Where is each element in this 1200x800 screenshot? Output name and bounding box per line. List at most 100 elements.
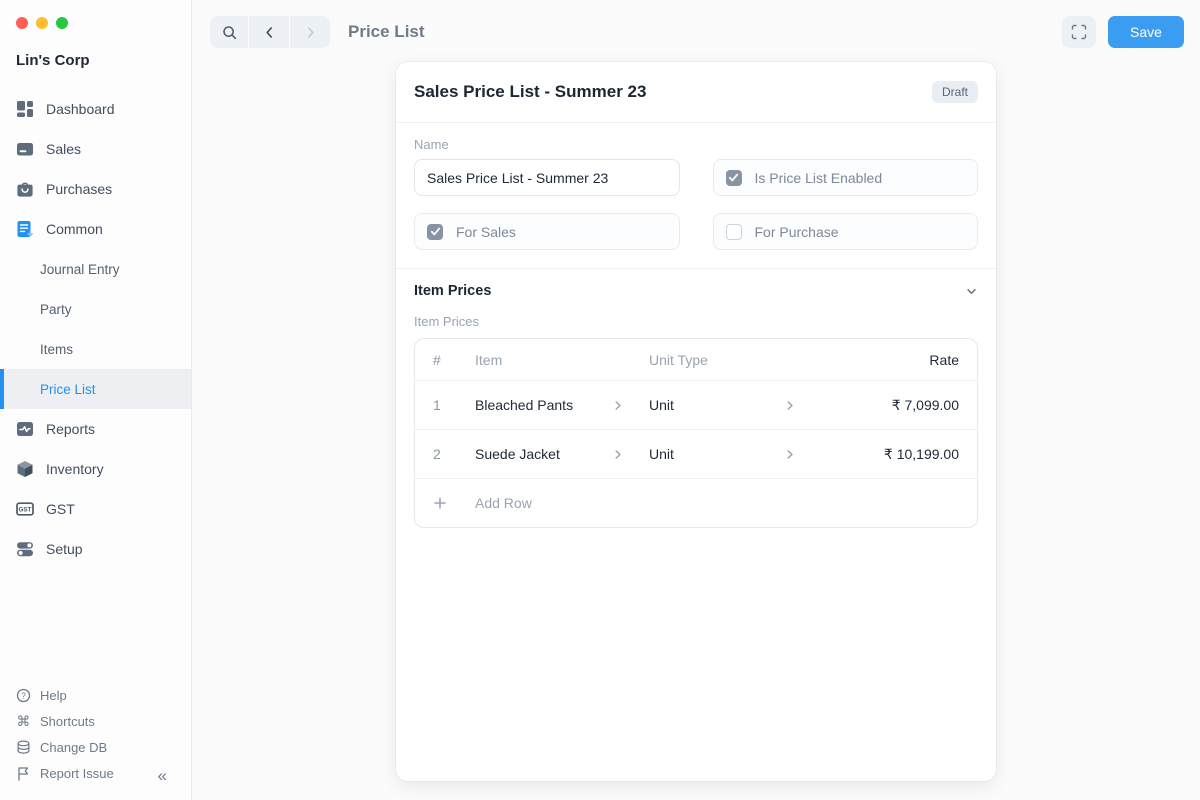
chevron-right-icon[interactable] [613,400,623,411]
sidebar-subitem-label: Journal Entry [40,261,120,277]
price-list-form-card: Sales Price List - Summer 23 Draft Name … [396,62,996,781]
name-field-label: Name [414,137,449,152]
chevron-down-icon[interactable] [965,285,978,298]
chevron-right-icon[interactable] [613,449,623,460]
unit-type-cell[interactable]: Unit [649,397,811,413]
checkbox-label: Is Price List Enabled [754,169,883,186]
item-prices-field-label: Item Prices [414,314,480,329]
sidebar-item-sales[interactable]: Sales [0,129,191,169]
unit-type-cell[interactable]: Unit [649,446,811,462]
window-controls [16,17,68,29]
collapse-sidebar-icon[interactable]: « [157,766,168,785]
close-window-button[interactable] [16,17,28,29]
shortcuts-button[interactable]: ⌘ Shortcuts [16,708,181,734]
item-cell[interactable]: Suede Jacket [475,446,649,462]
is-price-list-enabled-field[interactable]: Is Price List Enabled [712,159,978,196]
sidebar-item-reports[interactable]: Reports [0,409,191,449]
sidebar-item-journal-entry[interactable]: Journal Entry [0,249,191,289]
sidebar-footer: ? Help ⌘ Shortcuts Change DB [16,682,181,786]
expand-icon [1071,24,1087,40]
checkbox-label: For Sales [456,223,516,240]
unit-type-value: Unit [649,397,674,413]
checkbox-label: For Purchase [754,223,839,240]
sidebar-item-label: Reports [46,421,96,437]
col-header-index: # [433,351,441,368]
status-badge: Draft [931,81,978,103]
help-icon: ? [16,688,31,703]
footer-item-label: Change DB [40,739,108,755]
sidebar-item-items[interactable]: Items [0,329,191,369]
setup-icon [16,540,34,558]
col-header-item: Item [475,351,503,368]
chevron-right-icon [303,25,318,40]
sidebar-item-purchases[interactable]: Purchases [0,169,191,209]
sidebar-item-gst[interactable]: GST GST [0,489,191,529]
col-header-unit-type: Unit Type [649,351,708,368]
sidebar: Lin's Corp Dashboard Sales [0,0,192,800]
search-icon [221,24,238,41]
footer-item-label: Report Issue [40,765,114,781]
toolbar: Price List Save [210,16,1184,48]
sidebar-item-inventory[interactable]: Inventory [0,449,191,489]
sidebar-item-common[interactable]: Common [0,209,191,249]
dashboard-icon [16,100,34,118]
item-prices-section-header[interactable]: Item Prices [396,269,996,299]
checkbox-icon[interactable] [725,169,742,186]
sidebar-subitem-label: Price List [40,381,96,397]
sidebar-item-price-list[interactable]: Price List [0,369,191,409]
page-title: Price List [348,22,425,41]
report-issue-button[interactable]: Report Issue [16,760,181,786]
zoom-window-button[interactable] [56,17,68,29]
sidebar-subitem-label: Party [40,301,72,317]
plus-icon [415,496,475,510]
rate-cell[interactable]: ₹ 10,199.00 [883,445,959,462]
section-title: Item Prices [414,283,492,299]
checkbox-icon[interactable] [427,223,443,240]
chevron-left-icon [262,25,277,40]
name-input[interactable] [414,159,680,196]
add-row-button[interactable]: Add Row [415,479,977,527]
add-row-label: Add Row [475,495,532,511]
fullscreen-button[interactable] [1062,16,1096,48]
checkbox-icon[interactable] [725,223,742,240]
sidebar-item-label: Setup [46,541,83,557]
sidebar-item-label: Common [46,221,103,237]
help-button[interactable]: ? Help [16,682,181,708]
forward-button[interactable] [290,16,330,48]
change-db-button[interactable]: Change DB [16,734,181,760]
name-field-group: Name [414,137,680,196]
for-sales-field[interactable]: For Sales [414,213,680,250]
sidebar-item-label: Inventory [46,461,104,477]
common-icon [16,220,34,238]
save-button[interactable]: Save [1108,16,1184,48]
table-row: 1 Bleached Pants Unit ₹ 7,099.00 [415,381,977,430]
table-row: 2 Suede Jacket Unit ₹ 10,199.00 [415,430,977,479]
search-button[interactable] [210,16,248,48]
back-button[interactable] [249,16,289,48]
sidebar-item-label: Sales [46,141,82,157]
sidebar-nav: Dashboard Sales Purchases [0,89,191,569]
inventory-icon [16,460,34,478]
sidebar-item-label: GST [46,501,75,517]
for-purchase-field[interactable]: For Purchase [712,213,978,250]
command-icon: ⌘ [16,712,31,729]
minimize-window-button[interactable] [36,17,48,29]
toolbar-nav-group [210,16,330,48]
item-name: Suede Jacket [475,446,560,462]
sidebar-item-dashboard[interactable]: Dashboard [0,89,191,129]
chevron-right-icon[interactable] [785,449,795,460]
item-cell[interactable]: Bleached Pants [475,397,649,413]
svg-text:GST: GST [19,507,32,514]
item-prices-table: # Item Unit Type Rate 1 Bleached Pants U… [414,338,978,528]
chevron-right-icon[interactable] [785,400,795,411]
sidebar-item-label: Purchases [46,181,113,197]
company-name: Lin's Corp [16,52,90,69]
gst-icon: GST [16,500,34,518]
row-index: 1 [433,397,441,413]
svg-text:?: ? [21,691,26,700]
purchases-icon [16,180,34,198]
card-header: Sales Price List - Summer 23 Draft [396,62,996,123]
rate-cell[interactable]: ₹ 7,099.00 [891,396,959,413]
sidebar-item-setup[interactable]: Setup [0,529,191,569]
sidebar-item-party[interactable]: Party [0,289,191,329]
